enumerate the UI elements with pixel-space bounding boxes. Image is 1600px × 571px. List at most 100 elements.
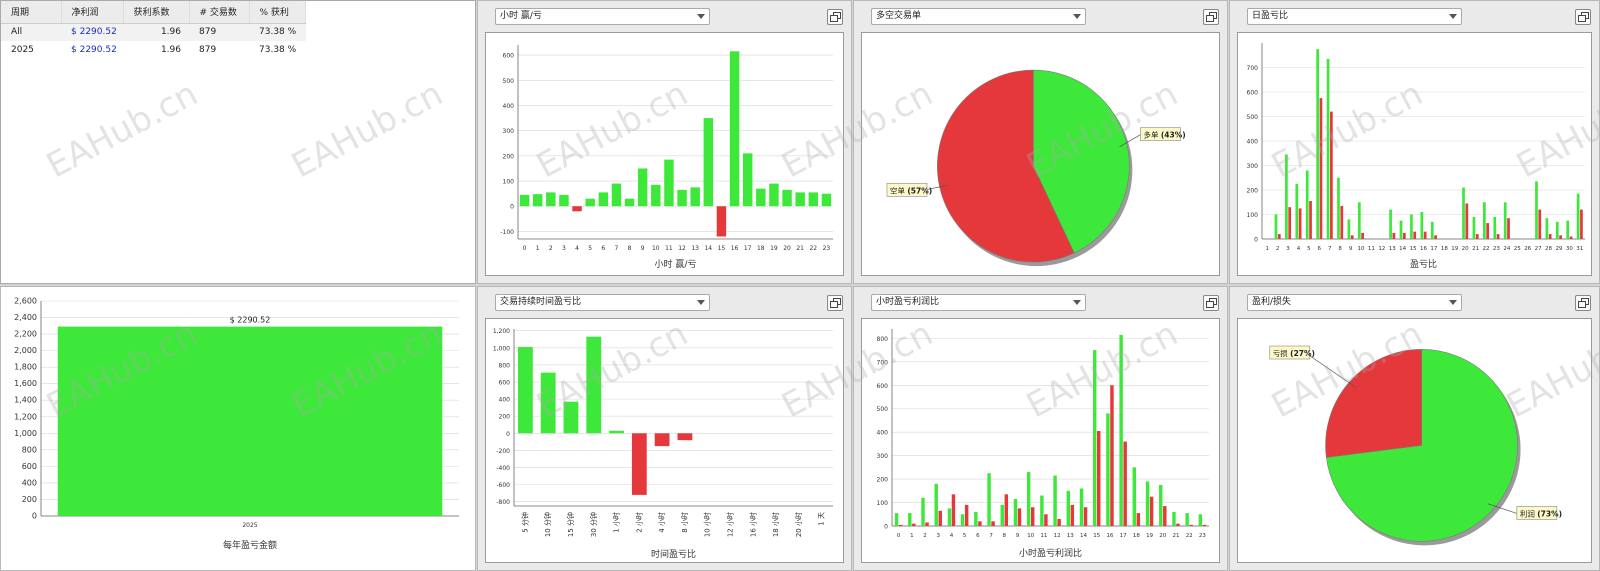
bar xyxy=(637,168,648,207)
bar xyxy=(1030,507,1035,526)
bar xyxy=(517,346,533,434)
pie-slice xyxy=(1033,69,1130,254)
bar xyxy=(1462,187,1465,239)
cell-win-pct: 73.38 % xyxy=(259,45,297,55)
x-tick-label: 2 xyxy=(549,245,553,252)
x-tick-label: 20 xyxy=(1462,246,1469,252)
maximize-button[interactable] xyxy=(1203,295,1219,311)
x-tick-label: 27 xyxy=(1535,246,1542,252)
bar xyxy=(1185,513,1189,526)
maximize-button[interactable] xyxy=(827,295,843,311)
y-tick-label: 2,000 xyxy=(14,346,37,355)
panel-header: 盈利/损失 xyxy=(1230,287,1599,314)
chart-type-dropdown[interactable]: 多空交易单 xyxy=(871,8,1086,25)
x-tick-label: 1 天 xyxy=(818,512,826,526)
bar xyxy=(821,193,832,207)
bar xyxy=(651,184,661,207)
y-tick-label: 400 xyxy=(22,478,37,487)
x-tick-label: 21 xyxy=(1472,246,1479,252)
bar xyxy=(894,513,899,526)
chart-type-dropdown[interactable]: 交易持续时间盈亏比 xyxy=(495,294,710,311)
maximize-button[interactable] xyxy=(1203,9,1219,25)
y-tick-label: 300 xyxy=(1247,163,1259,170)
x-tick-label: 6 xyxy=(976,533,980,539)
x-tick-label: 23 xyxy=(1493,246,1500,252)
bar xyxy=(611,183,622,207)
bar xyxy=(1145,481,1150,526)
header-trades[interactable]: # 交易数 xyxy=(189,1,250,24)
maximize-button[interactable] xyxy=(827,9,843,25)
table-row[interactable]: All $ 2290.52 1.96 879 73.38 % xyxy=(1,23,306,41)
cell-profit-factor: 1.96 xyxy=(123,23,189,41)
x-tick-label: 2 xyxy=(923,533,927,539)
chart-type-dropdown[interactable]: 日盈亏比 xyxy=(1247,8,1462,25)
header-profit-factor[interactable]: 获利系数 xyxy=(123,1,190,24)
y-tick-label: 1,200 xyxy=(493,328,510,335)
bar xyxy=(1486,223,1490,239)
x-tick-label: 4 xyxy=(950,533,954,539)
x-tick-label: 14 xyxy=(704,245,712,252)
chevron-down-icon xyxy=(1073,14,1081,19)
bar xyxy=(1119,334,1123,526)
daily-panel: 日盈亏比 0 100 200 300 400 500 600 700 1 2 3 4 5 6 7 8 9 10 11… xyxy=(1229,0,1600,284)
chevron-down-icon xyxy=(1073,300,1081,305)
chart-type-dropdown[interactable]: 小时 赢/亏 xyxy=(495,8,710,25)
header-net-profit[interactable]: 净利润 xyxy=(61,1,124,24)
duration-chart: -800 -600 -400 -200 0 200 400 600 800 1,000 1,200 5… xyxy=(493,328,833,560)
bar xyxy=(1176,523,1180,526)
y-tick-label: 1,000 xyxy=(493,345,510,352)
bar xyxy=(563,401,579,434)
bar xyxy=(1350,235,1354,239)
stats-table: 周期 净利润 获利系数 # 交易数 % 获利 All $ 2290.52 1.9… xyxy=(1,1,306,59)
bar xyxy=(1357,202,1361,239)
y-tick-label: 600 xyxy=(22,462,37,471)
x-tick-label: 11 xyxy=(1368,246,1375,252)
chart-type-dropdown[interactable]: 小时盈亏利润比 xyxy=(871,294,1086,311)
bar xyxy=(1189,524,1193,526)
x-tick-label: 10 分钟 xyxy=(543,512,552,537)
bar xyxy=(1026,472,1031,526)
slice-name: 空单 xyxy=(890,185,907,195)
y-tick-label: 500 xyxy=(503,78,515,85)
x-tick-label: 13 xyxy=(1067,533,1074,539)
maximize-button[interactable] xyxy=(1575,295,1591,311)
bar xyxy=(960,514,965,526)
x-tick-label: 15 xyxy=(1410,246,1417,252)
x-tick-label: 5 xyxy=(588,245,592,252)
pie-slice xyxy=(1325,349,1422,458)
bar xyxy=(1044,514,1048,526)
bar xyxy=(1040,495,1044,526)
window-icon xyxy=(1578,301,1586,308)
bar xyxy=(1066,490,1071,526)
y-tick-label: 600 xyxy=(503,53,515,60)
bar xyxy=(1013,499,1018,526)
bar xyxy=(677,433,693,441)
x-tick-label: 1 xyxy=(910,533,914,539)
x-tick-label: 2 小时 xyxy=(634,512,643,533)
chart-area: -800 -600 -400 -200 0 200 400 600 800 1,000 1,200 5… xyxy=(485,318,844,563)
chart-type-dropdown[interactable]: 盈利/损失 xyxy=(1247,294,1462,311)
bar xyxy=(1402,232,1406,239)
x-tick-label: 18 xyxy=(1133,533,1140,539)
x-tick-label: 16 xyxy=(1106,533,1113,539)
bar xyxy=(912,523,916,526)
x-tick-label: 8 小时 xyxy=(680,512,689,533)
window-icon xyxy=(830,301,838,308)
x-tick-label: 15 分钟 xyxy=(566,512,575,537)
table-row[interactable]: 2025 $ 2290.52 1.96 879 73.38 % xyxy=(1,41,306,59)
header-period[interactable]: 周期 xyxy=(1,1,62,24)
bar xyxy=(1503,202,1507,239)
bar xyxy=(934,483,938,526)
slice-label-box xyxy=(1140,127,1181,141)
x-tick-label: 6 xyxy=(1318,246,1322,252)
y-tick-label: 0 xyxy=(32,512,37,521)
leader-line xyxy=(1119,134,1141,148)
x-tick-label: 13 xyxy=(1389,246,1396,252)
header-win-pct[interactable]: % 获利 xyxy=(249,1,306,24)
bar xyxy=(1288,207,1292,239)
x-tick-label: 9 xyxy=(1016,533,1020,539)
x-tick-label: 10 xyxy=(1027,533,1034,539)
maximize-button[interactable] xyxy=(1575,9,1591,25)
